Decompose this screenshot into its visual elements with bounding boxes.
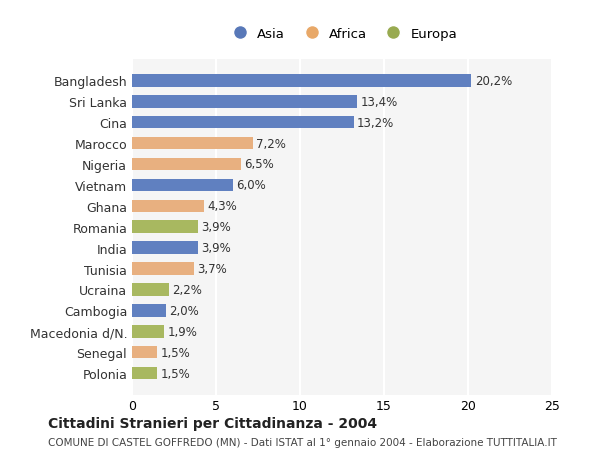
Bar [132, 284, 169, 296]
Text: 6,0%: 6,0% [236, 179, 266, 192]
Text: 3,9%: 3,9% [201, 241, 230, 255]
Text: 1,9%: 1,9% [167, 325, 197, 338]
Bar [132, 75, 472, 87]
Text: 4,3%: 4,3% [208, 200, 238, 213]
Bar [132, 96, 357, 108]
Text: Cittadini Stranieri per Cittadinanza - 2004: Cittadini Stranieri per Cittadinanza - 2… [48, 416, 377, 430]
Bar [132, 158, 241, 171]
Legend: Asia, Africa, Europa: Asia, Africa, Europa [221, 22, 463, 46]
Text: 2,2%: 2,2% [172, 283, 202, 296]
Bar [132, 221, 197, 234]
Text: COMUNE DI CASTEL GOFFREDO (MN) - Dati ISTAT al 1° gennaio 2004 - Elaborazione TU: COMUNE DI CASTEL GOFFREDO (MN) - Dati IS… [48, 437, 557, 447]
Bar [132, 263, 194, 275]
Text: 20,2%: 20,2% [475, 75, 512, 88]
Text: 7,2%: 7,2% [256, 137, 286, 150]
Bar [132, 200, 204, 213]
Bar [132, 179, 233, 192]
Text: 13,2%: 13,2% [357, 117, 394, 129]
Text: 3,7%: 3,7% [197, 263, 227, 275]
Bar [132, 346, 157, 358]
Text: 6,5%: 6,5% [245, 158, 274, 171]
Text: 2,0%: 2,0% [169, 304, 199, 317]
Bar [132, 117, 354, 129]
Text: 1,5%: 1,5% [161, 346, 190, 359]
Text: 13,4%: 13,4% [361, 95, 398, 108]
Bar [132, 367, 157, 380]
Bar [132, 304, 166, 317]
Text: 3,9%: 3,9% [201, 221, 230, 234]
Bar [132, 138, 253, 150]
Bar [132, 242, 197, 254]
Bar [132, 325, 164, 338]
Text: 1,5%: 1,5% [161, 367, 190, 380]
